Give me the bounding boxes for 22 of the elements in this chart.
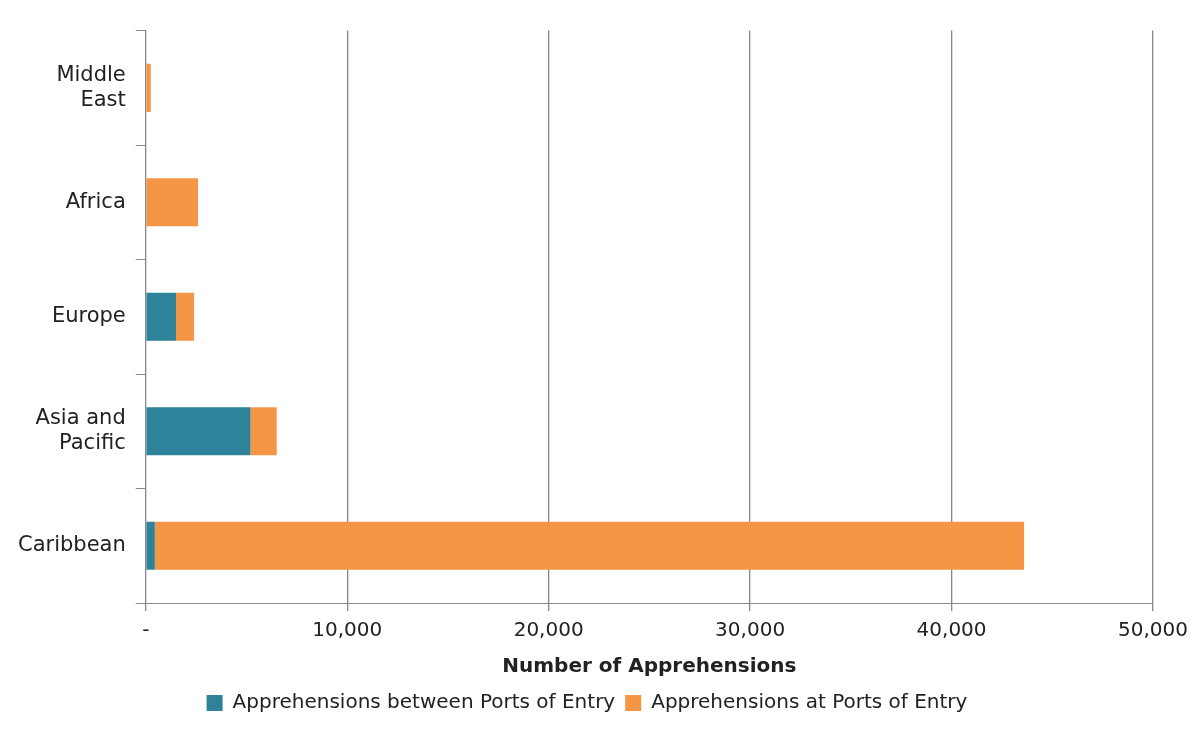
legend-label: Apprehensions at Ports of Entry bbox=[651, 689, 968, 714]
bar bbox=[146, 407, 251, 456]
bar bbox=[250, 407, 277, 456]
bar bbox=[146, 178, 199, 227]
x-tick-label: 20,000 bbox=[513, 617, 584, 642]
x-tick-label: - bbox=[142, 617, 150, 642]
legend-label: Apprehensions between Ports of Entry bbox=[232, 689, 616, 714]
bar bbox=[146, 63, 151, 112]
y-tick-label: Asia and Pacific bbox=[35, 405, 126, 455]
bar bbox=[146, 292, 176, 341]
x-tick-label: 30,000 bbox=[715, 617, 786, 642]
y-tick-label: Middle East bbox=[56, 61, 126, 111]
x-tick-label: 50,000 bbox=[1118, 617, 1188, 642]
y-tick-label: Africa bbox=[65, 188, 126, 213]
bar bbox=[154, 521, 1025, 570]
y-tick-label: Europe bbox=[51, 303, 126, 328]
bar bbox=[146, 521, 155, 570]
x-tick-label: 10,000 bbox=[312, 617, 383, 642]
x-axis-title: Number of Apprehensions bbox=[502, 653, 797, 678]
bar bbox=[175, 292, 195, 341]
y-tick-label: Caribbean bbox=[17, 532, 126, 557]
x-tick-label: 40,000 bbox=[916, 617, 987, 642]
